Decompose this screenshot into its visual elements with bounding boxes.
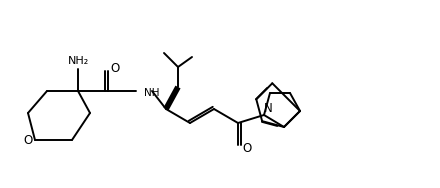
Text: O: O <box>110 62 120 76</box>
Text: N: N <box>264 102 272 115</box>
Text: NH: NH <box>144 88 160 98</box>
Text: NH₂: NH₂ <box>67 56 88 66</box>
Text: O: O <box>23 133 33 146</box>
Text: O: O <box>242 142 252 155</box>
